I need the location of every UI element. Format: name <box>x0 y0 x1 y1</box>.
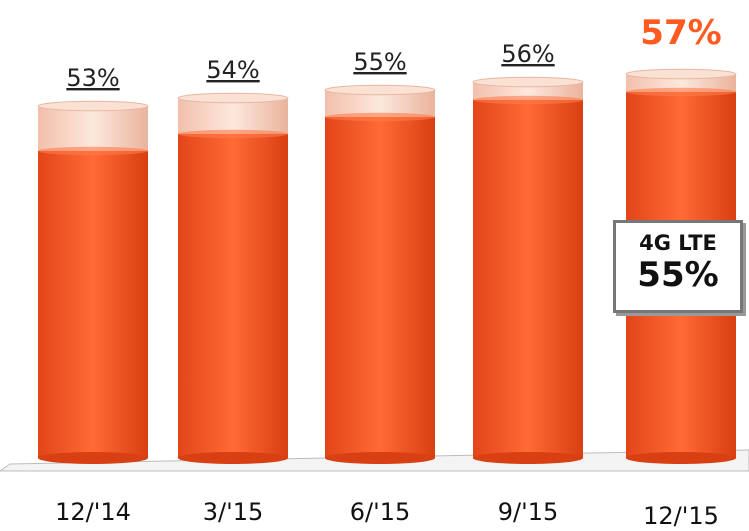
callout-title: 4G LTE <box>639 231 717 255</box>
category-label: 12/'15 <box>643 502 719 530</box>
category-label: 3/'15 <box>203 498 264 526</box>
bar-top <box>625 68 737 80</box>
category-labels-group: 12/'14 3/'15 6/'15 9/'15 12/'15 <box>55 498 719 530</box>
value-label: 53% <box>66 64 119 92</box>
value-label: 57% <box>640 13 721 53</box>
bar-top <box>324 84 436 96</box>
category-label: 12/'14 <box>55 498 131 526</box>
bar-lte <box>178 134 288 458</box>
bar-base <box>38 452 148 464</box>
callout-value: 55% <box>637 255 719 295</box>
bar-lte <box>473 100 583 458</box>
bar-base <box>178 452 288 464</box>
bar-divider <box>178 129 288 139</box>
bar-divider <box>38 146 148 156</box>
category-label: 6/'15 <box>350 498 411 526</box>
value-label: 54% <box>206 56 259 84</box>
bar-top <box>472 76 584 88</box>
category-label: 9/'15 <box>498 498 559 526</box>
value-label: 56% <box>501 40 554 68</box>
bar-top <box>37 100 149 112</box>
bar-divider <box>473 95 583 105</box>
bar-divider <box>626 87 736 97</box>
bar-non-lte <box>178 98 288 134</box>
value-labels-group: 53% 54% 55% 56% 57% <box>66 13 721 92</box>
bar-base <box>325 452 435 464</box>
bar-lte <box>38 151 148 458</box>
bar-top <box>177 92 289 104</box>
lte-callout: 4G LTE 55% <box>613 220 743 313</box>
bar-base <box>473 452 583 464</box>
bar-lte <box>325 117 435 458</box>
bar-divider <box>325 112 435 122</box>
bar-base <box>626 452 736 464</box>
value-label: 55% <box>353 48 406 76</box>
bar-non-lte <box>38 106 148 151</box>
